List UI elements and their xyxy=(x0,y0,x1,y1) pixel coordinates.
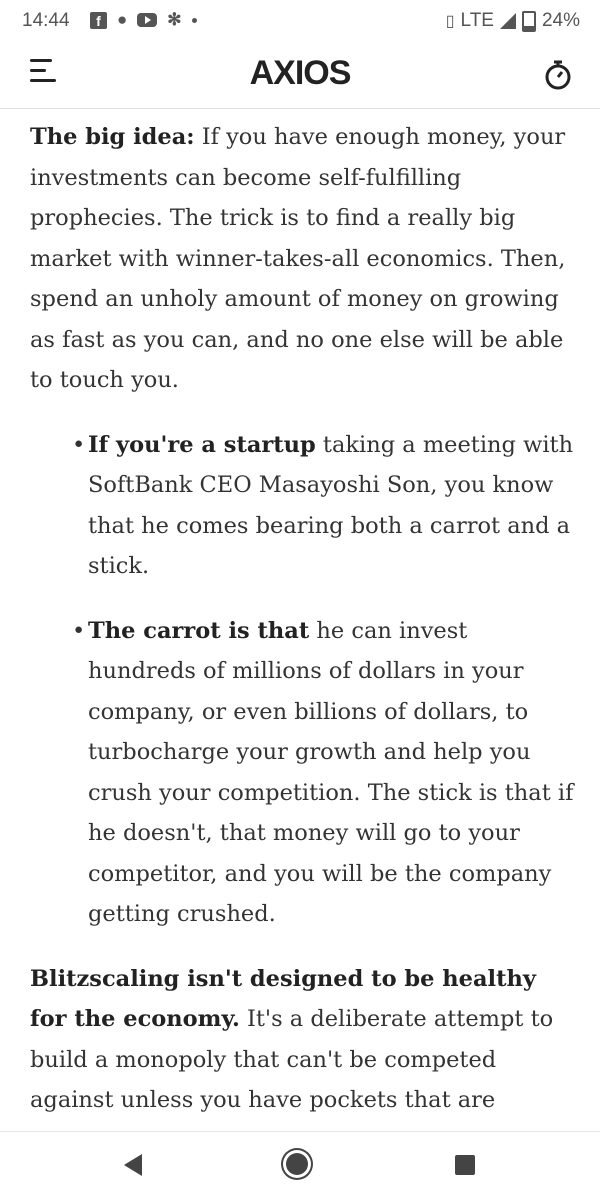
network-label: LTE xyxy=(460,10,494,31)
lead-in: If you're a startup xyxy=(88,431,316,458)
bullet-text: taking a meeting with SoftBank CEO Masay… xyxy=(88,431,574,580)
bullet-text: he can invest hundreds of millions of do… xyxy=(88,617,574,928)
home-icon[interactable] xyxy=(286,1153,308,1175)
article-body: The big idea: If you have enough money, … xyxy=(30,108,578,1130)
chat-icon: ● xyxy=(117,10,128,29)
lead-in: The big idea: xyxy=(30,124,195,150)
stopwatch-icon[interactable] xyxy=(544,60,572,90)
youtube-icon xyxy=(137,13,158,27)
status-time: 14:44 xyxy=(22,10,70,31)
vibrate-icon: ▯ xyxy=(445,13,455,30)
dot-icon xyxy=(191,17,197,23)
lead-in: The carrot is that xyxy=(88,617,310,644)
battery-percent: 24% xyxy=(541,10,580,31)
paragraph-text: If you have enough money, your investmen… xyxy=(30,124,566,393)
app-header: AXIOS xyxy=(0,42,600,109)
paragraph-text: It's a deliberate attempt to build a mon… xyxy=(30,1006,554,1130)
lead-in: Blitzscaling isn't designed to be health… xyxy=(30,965,536,1033)
bullet-list: If you're a startup taking a meeting wit… xyxy=(30,425,578,935)
back-icon[interactable] xyxy=(124,1154,142,1176)
battery-icon xyxy=(521,10,536,32)
system-nav-bar xyxy=(0,1131,600,1200)
pinwheel-icon: ✻ xyxy=(167,10,182,29)
recent-apps-icon[interactable] xyxy=(455,1155,475,1175)
bullet-item: If you're a startup taking a meeting wit… xyxy=(30,425,578,587)
paragraph: The big idea: If you have enough money, … xyxy=(30,108,578,401)
signal-icon xyxy=(499,13,516,29)
bullet-item: The carrot is that he can invest hundred… xyxy=(30,611,578,935)
menu-icon[interactable] xyxy=(30,59,58,91)
facebook-icon: f xyxy=(90,11,107,29)
notification-icons: f ● ✻ xyxy=(90,10,197,30)
axios-logo[interactable]: AXIOS xyxy=(249,54,352,92)
status-bar: 14:44 f ● ✻ ▯ LTE 24% xyxy=(0,0,600,42)
paragraph: Blitzscaling isn't designed to be health… xyxy=(30,959,578,1131)
status-right: ▯ LTE 24% xyxy=(446,10,580,32)
